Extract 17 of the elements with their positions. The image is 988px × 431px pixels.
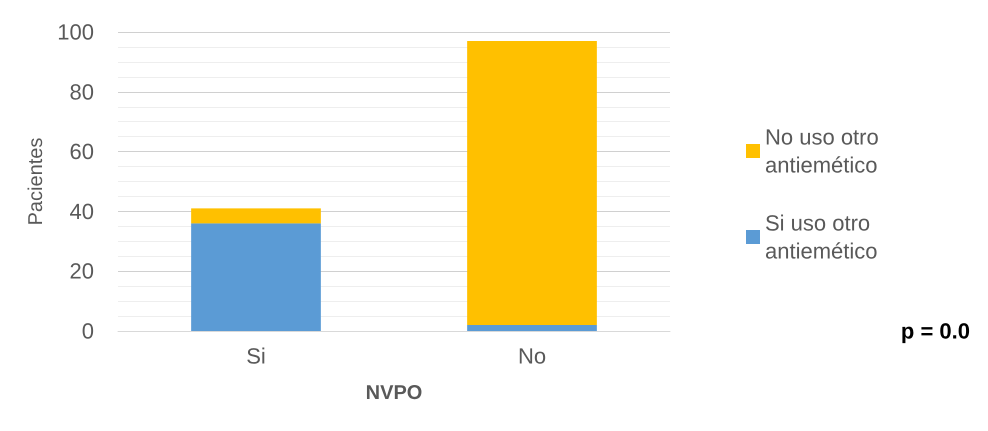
y-tick-label: 0 (82, 318, 94, 344)
y-axis-title: Pacientes (25, 138, 47, 226)
y-tick-label: 60 (70, 139, 94, 164)
text: p = 0.0 (900, 318, 970, 344)
y-tick-label: 80 (70, 79, 94, 104)
y-tick-label: 40 (70, 198, 94, 224)
y-tick-label: 100 (57, 20, 94, 44)
x-tick-label: No (518, 344, 546, 368)
legend-label: No uso otro antiemético (765, 124, 885, 178)
x-tick-label: Si (246, 344, 266, 368)
bar (467, 40, 597, 326)
x-axis-title: NVPO (366, 382, 422, 404)
y-tick-label: 20 (70, 258, 94, 284)
bar (191, 223, 321, 331)
bar (191, 208, 321, 224)
legend-label: Si uso otro antiemético (765, 210, 878, 264)
bar (467, 325, 597, 331)
